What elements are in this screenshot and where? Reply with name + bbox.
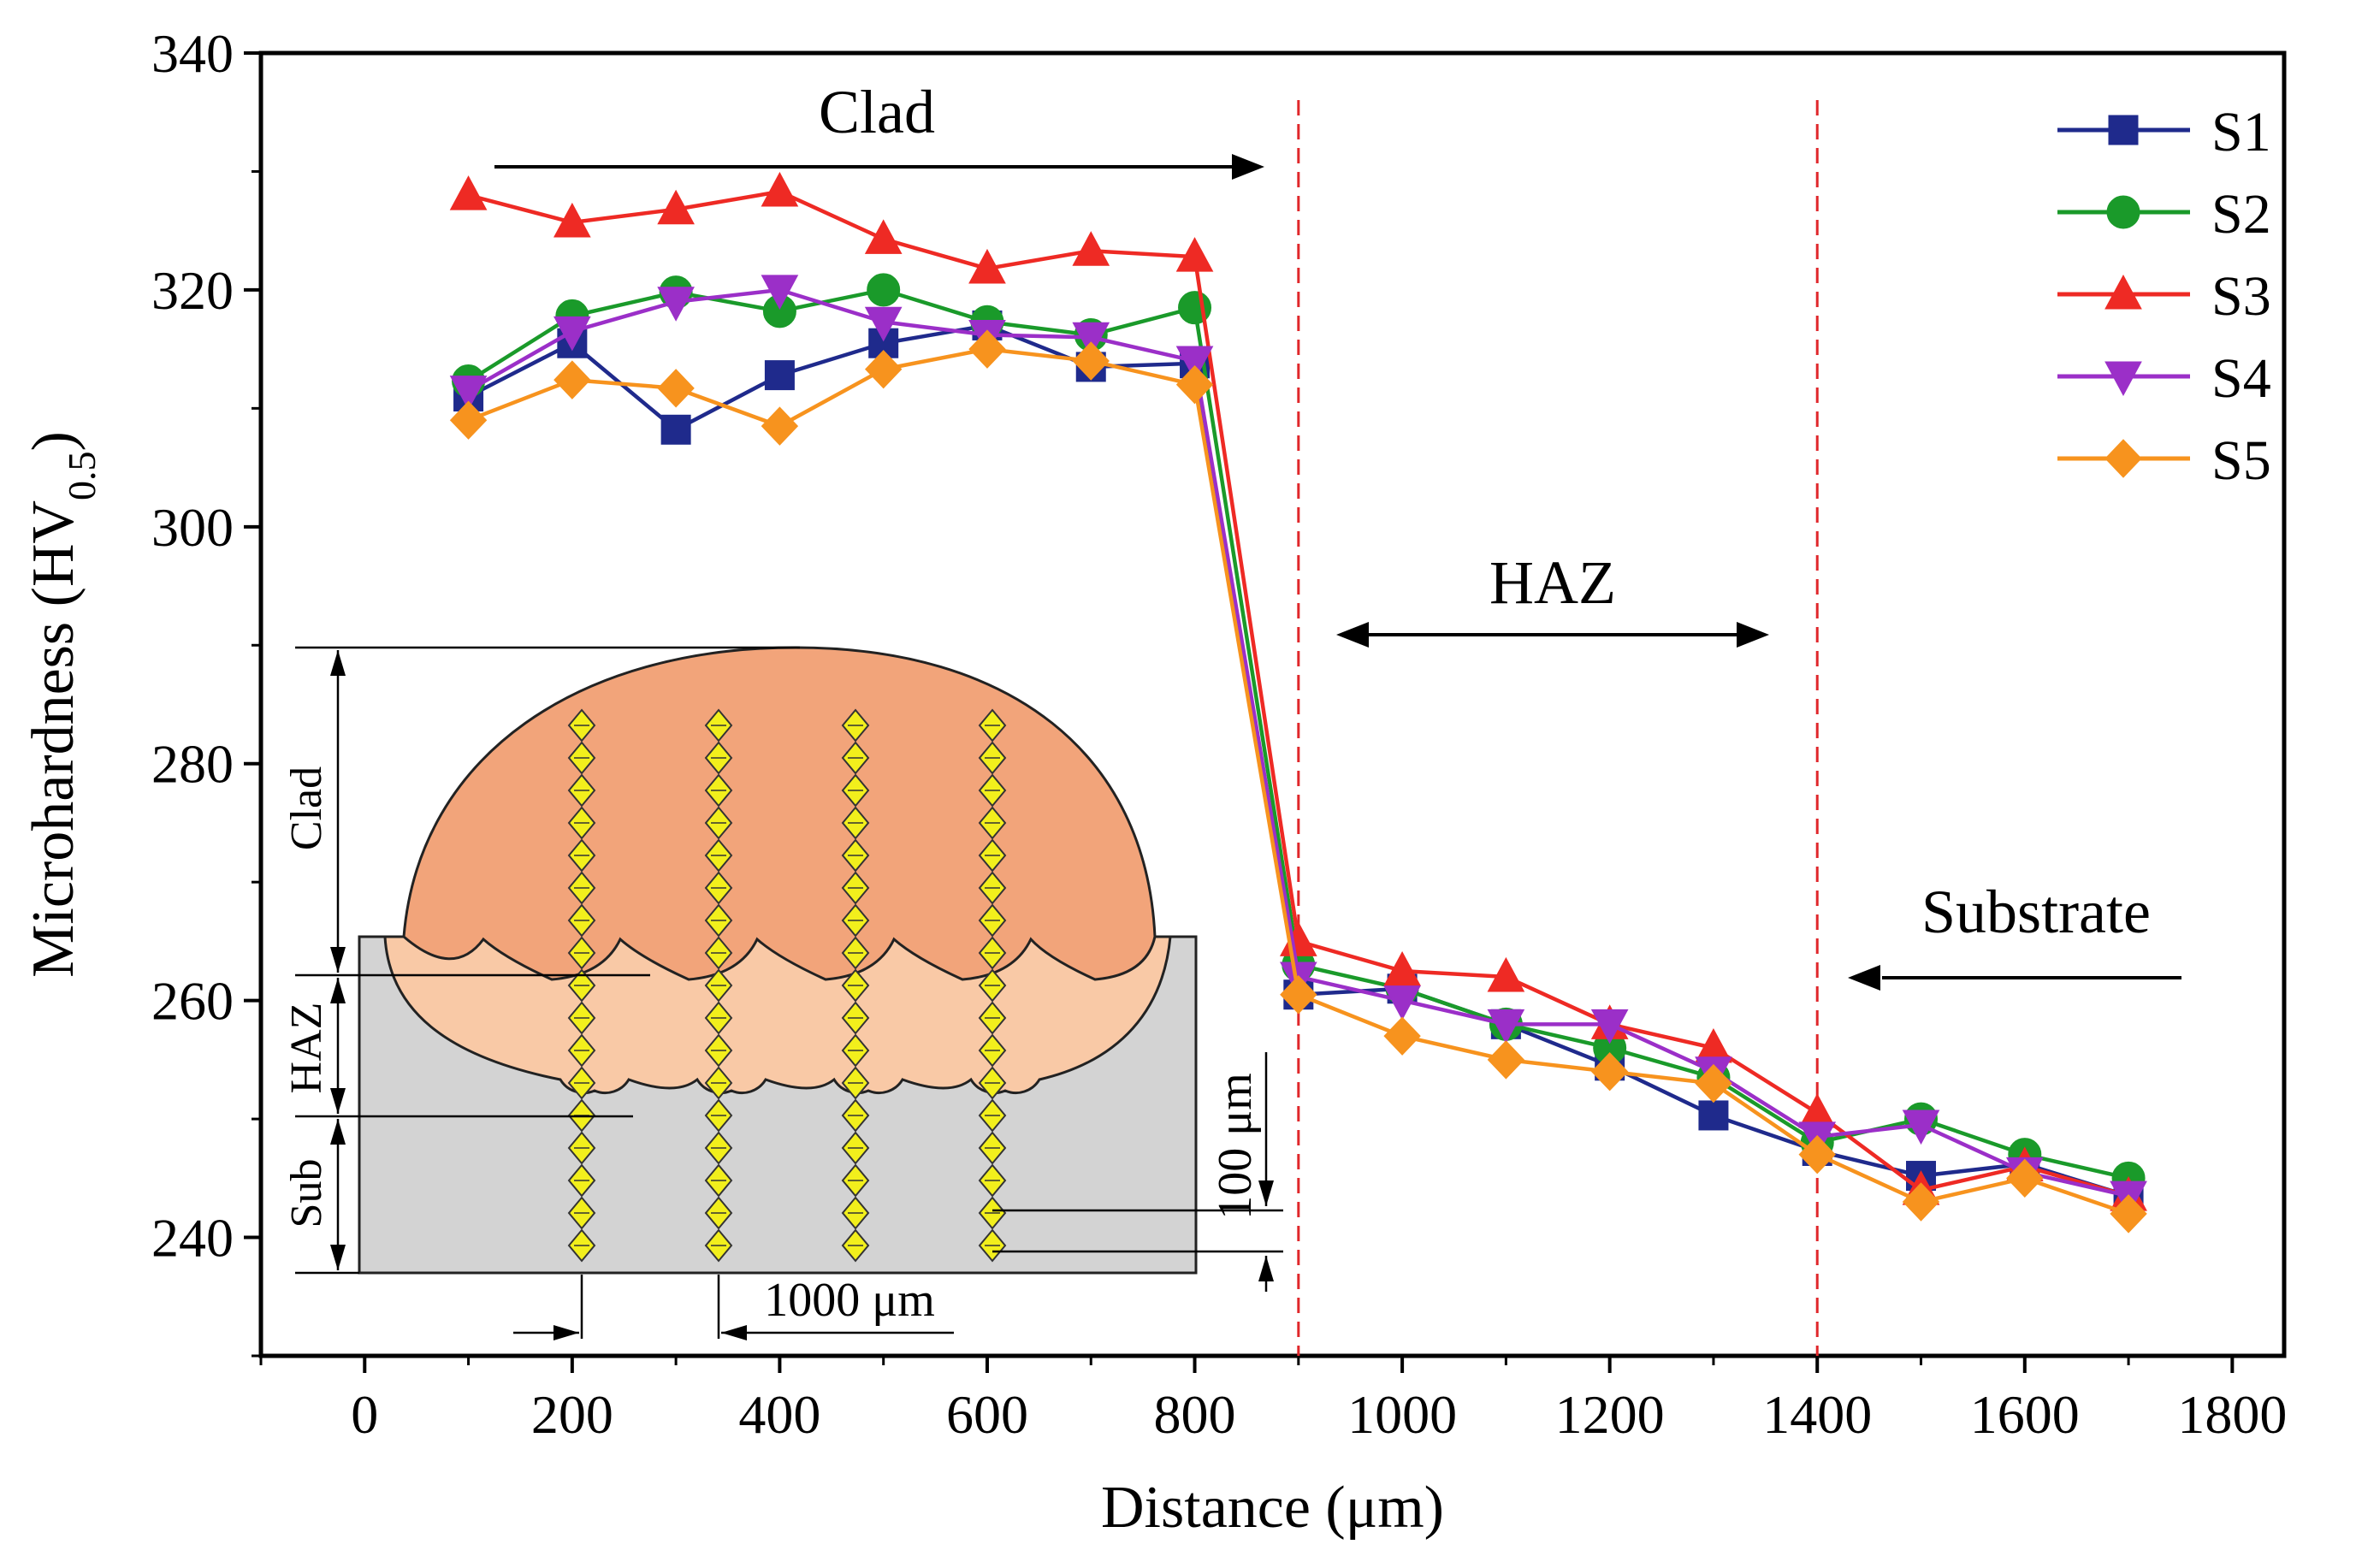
haz-annotation: HAZ xyxy=(1489,548,1616,617)
legend-entry-S3: S3 xyxy=(2057,265,2271,328)
data-point xyxy=(2106,195,2140,229)
legend-label: S5 xyxy=(2211,429,2271,492)
data-point xyxy=(2104,274,2142,310)
data-point xyxy=(553,202,591,238)
y-tick-label: 280 xyxy=(151,734,234,795)
data-point xyxy=(1175,364,1214,405)
data-point xyxy=(1487,956,1525,992)
data-point xyxy=(1590,1009,1629,1044)
x-tick-label: 1800 xyxy=(2177,1384,2287,1445)
x-tick-label: 1400 xyxy=(1762,1384,1872,1445)
x-tick-label: 1000 xyxy=(1347,1384,1457,1445)
haz-arrowhead-right xyxy=(1737,622,1769,648)
clad-arrowhead xyxy=(1232,154,1264,180)
y-tick-label: 240 xyxy=(151,1208,234,1269)
data-point xyxy=(1902,1109,1940,1145)
legend-entry-S2: S2 xyxy=(2057,183,2271,246)
x-tick-label: 1200 xyxy=(1555,1384,1665,1445)
data-point xyxy=(657,369,695,408)
x-axis-title: Distance (μm) xyxy=(1101,1475,1444,1541)
y-tick-label: 340 xyxy=(151,23,234,84)
data-point xyxy=(1072,341,1110,381)
x-tick-label: 0 xyxy=(351,1384,378,1445)
x-tick-label: 200 xyxy=(531,1384,613,1445)
series-S5 xyxy=(449,329,2147,1234)
data-point xyxy=(867,273,901,307)
data-point xyxy=(553,316,591,352)
axes: 0 200 400 600 800 1000 1200 1400 1600 1800 240 260 2… xyxy=(21,23,2287,1541)
data-point xyxy=(1072,322,1110,358)
substrate-arrowhead xyxy=(1848,965,1880,991)
y-tick-label: 320 xyxy=(151,260,234,321)
data-point xyxy=(1695,1063,1732,1104)
legend-label: S1 xyxy=(2211,101,2271,163)
data-point xyxy=(1175,346,1214,382)
clad-annotation: Clad xyxy=(819,78,935,146)
data-series xyxy=(449,171,2147,1234)
data-point xyxy=(657,287,695,322)
data-point xyxy=(1487,1009,1525,1044)
data-point xyxy=(449,175,488,210)
inset-spacing-horizontal: 1000 μm xyxy=(764,1274,935,1327)
legend-entry-S1: S1 xyxy=(2057,101,2271,163)
legend-label: S4 xyxy=(2211,347,2271,410)
data-point xyxy=(1590,1051,1629,1092)
y-tick-label: 260 xyxy=(151,971,234,1032)
data-point xyxy=(1383,1016,1421,1056)
data-point xyxy=(1072,231,1110,266)
data-point xyxy=(864,306,903,342)
data-point xyxy=(2006,1158,2044,1198)
x-tick-label: 1600 xyxy=(1970,1384,2080,1445)
plot-frame xyxy=(258,50,2287,1358)
data-point xyxy=(968,248,1006,284)
data-point xyxy=(1798,1134,1836,1175)
data-point xyxy=(2110,1194,2147,1234)
data-point xyxy=(2104,439,2142,478)
data-point xyxy=(1383,985,1421,1021)
data-point xyxy=(1175,237,1214,272)
haz-arrowhead-left xyxy=(1336,622,1369,648)
zone-boundaries xyxy=(1297,100,1819,1356)
data-point xyxy=(761,171,799,207)
y-axis-title: Microhardness (HV0.5) xyxy=(21,431,104,978)
legend-label: S2 xyxy=(2211,183,2271,246)
legend-entry-S4: S4 xyxy=(2057,347,2271,410)
data-point xyxy=(553,360,591,399)
data-point xyxy=(1487,1040,1525,1080)
data-point xyxy=(657,189,695,225)
x-tick-label: 600 xyxy=(946,1384,1028,1445)
data-point xyxy=(449,400,488,440)
data-point xyxy=(449,376,488,411)
clad-region xyxy=(402,646,1157,981)
cross-section-schematic: Clad HAZ Sub 1000 μm 100 μm xyxy=(282,646,1283,1340)
legend: S1 S2 S3 S4 S5 xyxy=(2057,101,2271,492)
data-point xyxy=(1383,950,1421,986)
y-tick-label: 300 xyxy=(151,497,234,558)
legend-entry-S5: S5 xyxy=(2057,429,2271,492)
data-point xyxy=(761,275,799,310)
inset-spacing-vertical: 100 μm xyxy=(1209,1073,1262,1220)
x-tick-label: 400 xyxy=(738,1384,820,1445)
data-point xyxy=(865,349,903,389)
inset-label-haz: HAZ xyxy=(282,1003,331,1094)
data-point xyxy=(2108,115,2139,145)
x-tick-label: 800 xyxy=(1154,1384,1236,1445)
data-point xyxy=(1902,1182,1940,1222)
zone-annotations: Clad HAZ Substrate xyxy=(494,78,2181,991)
inset-label-sub: Sub xyxy=(282,1159,331,1228)
data-point xyxy=(864,219,903,254)
legend-label: S3 xyxy=(2211,265,2271,328)
data-point xyxy=(1698,1100,1729,1131)
data-point xyxy=(1280,974,1317,1015)
data-point xyxy=(764,360,795,391)
inset-label-clad: Clad xyxy=(282,766,331,850)
data-point xyxy=(660,414,691,445)
indentation-grid xyxy=(567,708,1007,1263)
substrate-annotation: Substrate xyxy=(1921,878,2151,946)
data-point xyxy=(761,406,799,446)
data-point xyxy=(968,329,1006,369)
data-point xyxy=(2104,361,2142,397)
